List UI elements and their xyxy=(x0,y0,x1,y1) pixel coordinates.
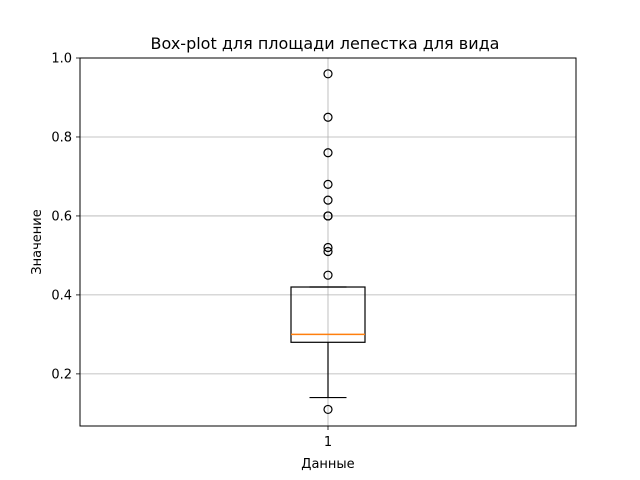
outlier-point xyxy=(323,242,333,253)
outlier-point xyxy=(323,404,333,415)
chart-title: Box-plot для площади лепестка для вида xyxy=(151,34,500,53)
y-tick-label: 0.2 xyxy=(51,367,72,382)
outlier-points xyxy=(323,69,333,415)
y-tick-label: 0.4 xyxy=(51,288,72,303)
y-tick-label: 1.0 xyxy=(51,52,72,67)
y-axis-ticks: 0.2 0.4 0.6 0.8 1.0 xyxy=(51,52,80,382)
outlier-point xyxy=(323,179,333,189)
y-axis-label: Значение xyxy=(30,209,45,274)
y-tick-label: 0.6 xyxy=(51,209,72,224)
outlier-point xyxy=(323,246,333,257)
box-layer xyxy=(290,286,366,399)
x-axis-ticks: 1 xyxy=(324,426,332,450)
outlier-point xyxy=(323,195,333,205)
x-axis-label: Данные xyxy=(301,457,354,472)
outlier-point xyxy=(323,148,333,158)
outlier-point xyxy=(323,270,333,280)
outlier-point xyxy=(323,211,333,221)
y-tick-label: 0.8 xyxy=(51,130,72,145)
outlier-point xyxy=(323,69,333,79)
outlier-point xyxy=(323,112,333,122)
x-tick-label: 1 xyxy=(324,435,332,450)
iqr-box xyxy=(290,286,366,343)
